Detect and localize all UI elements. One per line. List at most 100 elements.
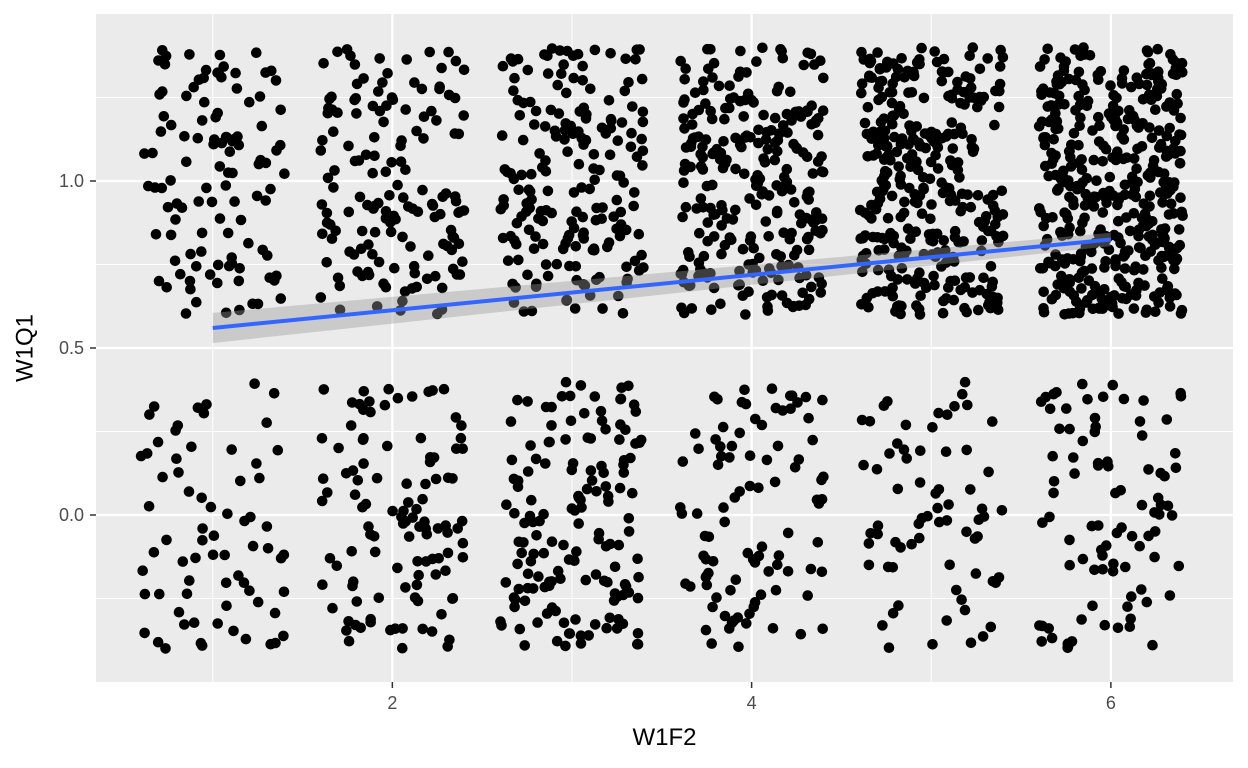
data-point [551, 258, 563, 270]
data-point [807, 168, 819, 179]
data-point [505, 416, 517, 427]
data-point [513, 536, 525, 548]
data-point [812, 129, 824, 141]
data-point [1110, 254, 1121, 265]
data-point [516, 547, 527, 559]
data-point [725, 585, 736, 596]
data-point [1136, 212, 1148, 224]
data-point [762, 301, 773, 312]
data-point [343, 616, 354, 627]
data-point [858, 459, 869, 471]
data-point [899, 196, 910, 208]
data-point [929, 46, 940, 57]
data-point [617, 308, 629, 319]
data-point [994, 78, 1006, 90]
data-point [876, 91, 888, 103]
data-point [1152, 43, 1163, 55]
data-point [675, 502, 686, 513]
data-point [577, 60, 588, 72]
data-point [698, 550, 709, 562]
data-point [807, 434, 818, 446]
data-point [631, 151, 643, 162]
data-point [937, 307, 949, 319]
data-point [1128, 208, 1140, 219]
data-point [1143, 530, 1154, 542]
data-point [1152, 72, 1164, 84]
data-point [1164, 122, 1175, 134]
data-point [1050, 123, 1061, 135]
data-point [949, 195, 961, 206]
data-point [856, 78, 868, 89]
data-point [552, 565, 564, 577]
data-point [373, 592, 385, 604]
data-point [1076, 283, 1087, 294]
data-point [864, 53, 876, 65]
data-point [943, 499, 954, 510]
data-point [760, 216, 772, 227]
data-point [683, 247, 694, 258]
data-point [1044, 403, 1056, 415]
data-point [560, 376, 572, 388]
data-point [982, 194, 994, 205]
data-point [805, 48, 817, 60]
data-point [332, 46, 343, 58]
data-point [541, 608, 553, 619]
data-point [952, 157, 964, 168]
data-point [863, 559, 875, 571]
data-point [601, 622, 612, 634]
data-point [161, 282, 172, 293]
data-point [936, 177, 947, 188]
data-point [1109, 113, 1121, 124]
data-point [879, 244, 890, 255]
data-point [940, 245, 951, 256]
data-point [180, 308, 192, 319]
data-point [379, 399, 391, 411]
data-point [611, 223, 622, 235]
data-point [898, 108, 909, 120]
data-point [693, 131, 704, 142]
data-point [719, 610, 731, 622]
data-point [446, 244, 458, 256]
data-point [728, 615, 739, 626]
data-point [887, 110, 898, 122]
data-point [753, 482, 764, 494]
data-point [1120, 561, 1131, 573]
data-point [184, 49, 195, 60]
data-point [240, 633, 252, 645]
data-point [773, 274, 784, 286]
data-point [514, 110, 526, 121]
data-point [272, 444, 284, 456]
data-point [403, 531, 415, 542]
data-point [740, 132, 751, 143]
data-point [392, 392, 404, 404]
data-point [1167, 179, 1178, 190]
data-point [724, 80, 735, 91]
data-point [1077, 177, 1088, 188]
data-point [1047, 450, 1058, 462]
data-point [455, 432, 467, 444]
data-point [173, 467, 184, 478]
data-point [724, 102, 735, 114]
axis-ticks: 2 4 6 0.0 0.5 1.0 [59, 171, 1116, 713]
data-point [719, 516, 730, 528]
data-point [770, 402, 782, 414]
data-point [523, 184, 535, 195]
data-point [1101, 540, 1112, 551]
data-point [252, 596, 264, 608]
data-point [677, 211, 688, 223]
data-point [1131, 163, 1142, 174]
data-point [691, 203, 702, 214]
data-point [627, 101, 638, 112]
data-point [1132, 176, 1143, 188]
data-point [1141, 79, 1153, 91]
data-point [400, 164, 411, 175]
data-point [800, 391, 812, 403]
data-point [232, 131, 243, 142]
data-point [518, 306, 530, 317]
data-point [744, 193, 755, 204]
data-point [212, 618, 223, 629]
data-point [936, 66, 948, 77]
data-point [333, 442, 344, 454]
data-point [447, 593, 459, 604]
data-point [568, 222, 580, 234]
